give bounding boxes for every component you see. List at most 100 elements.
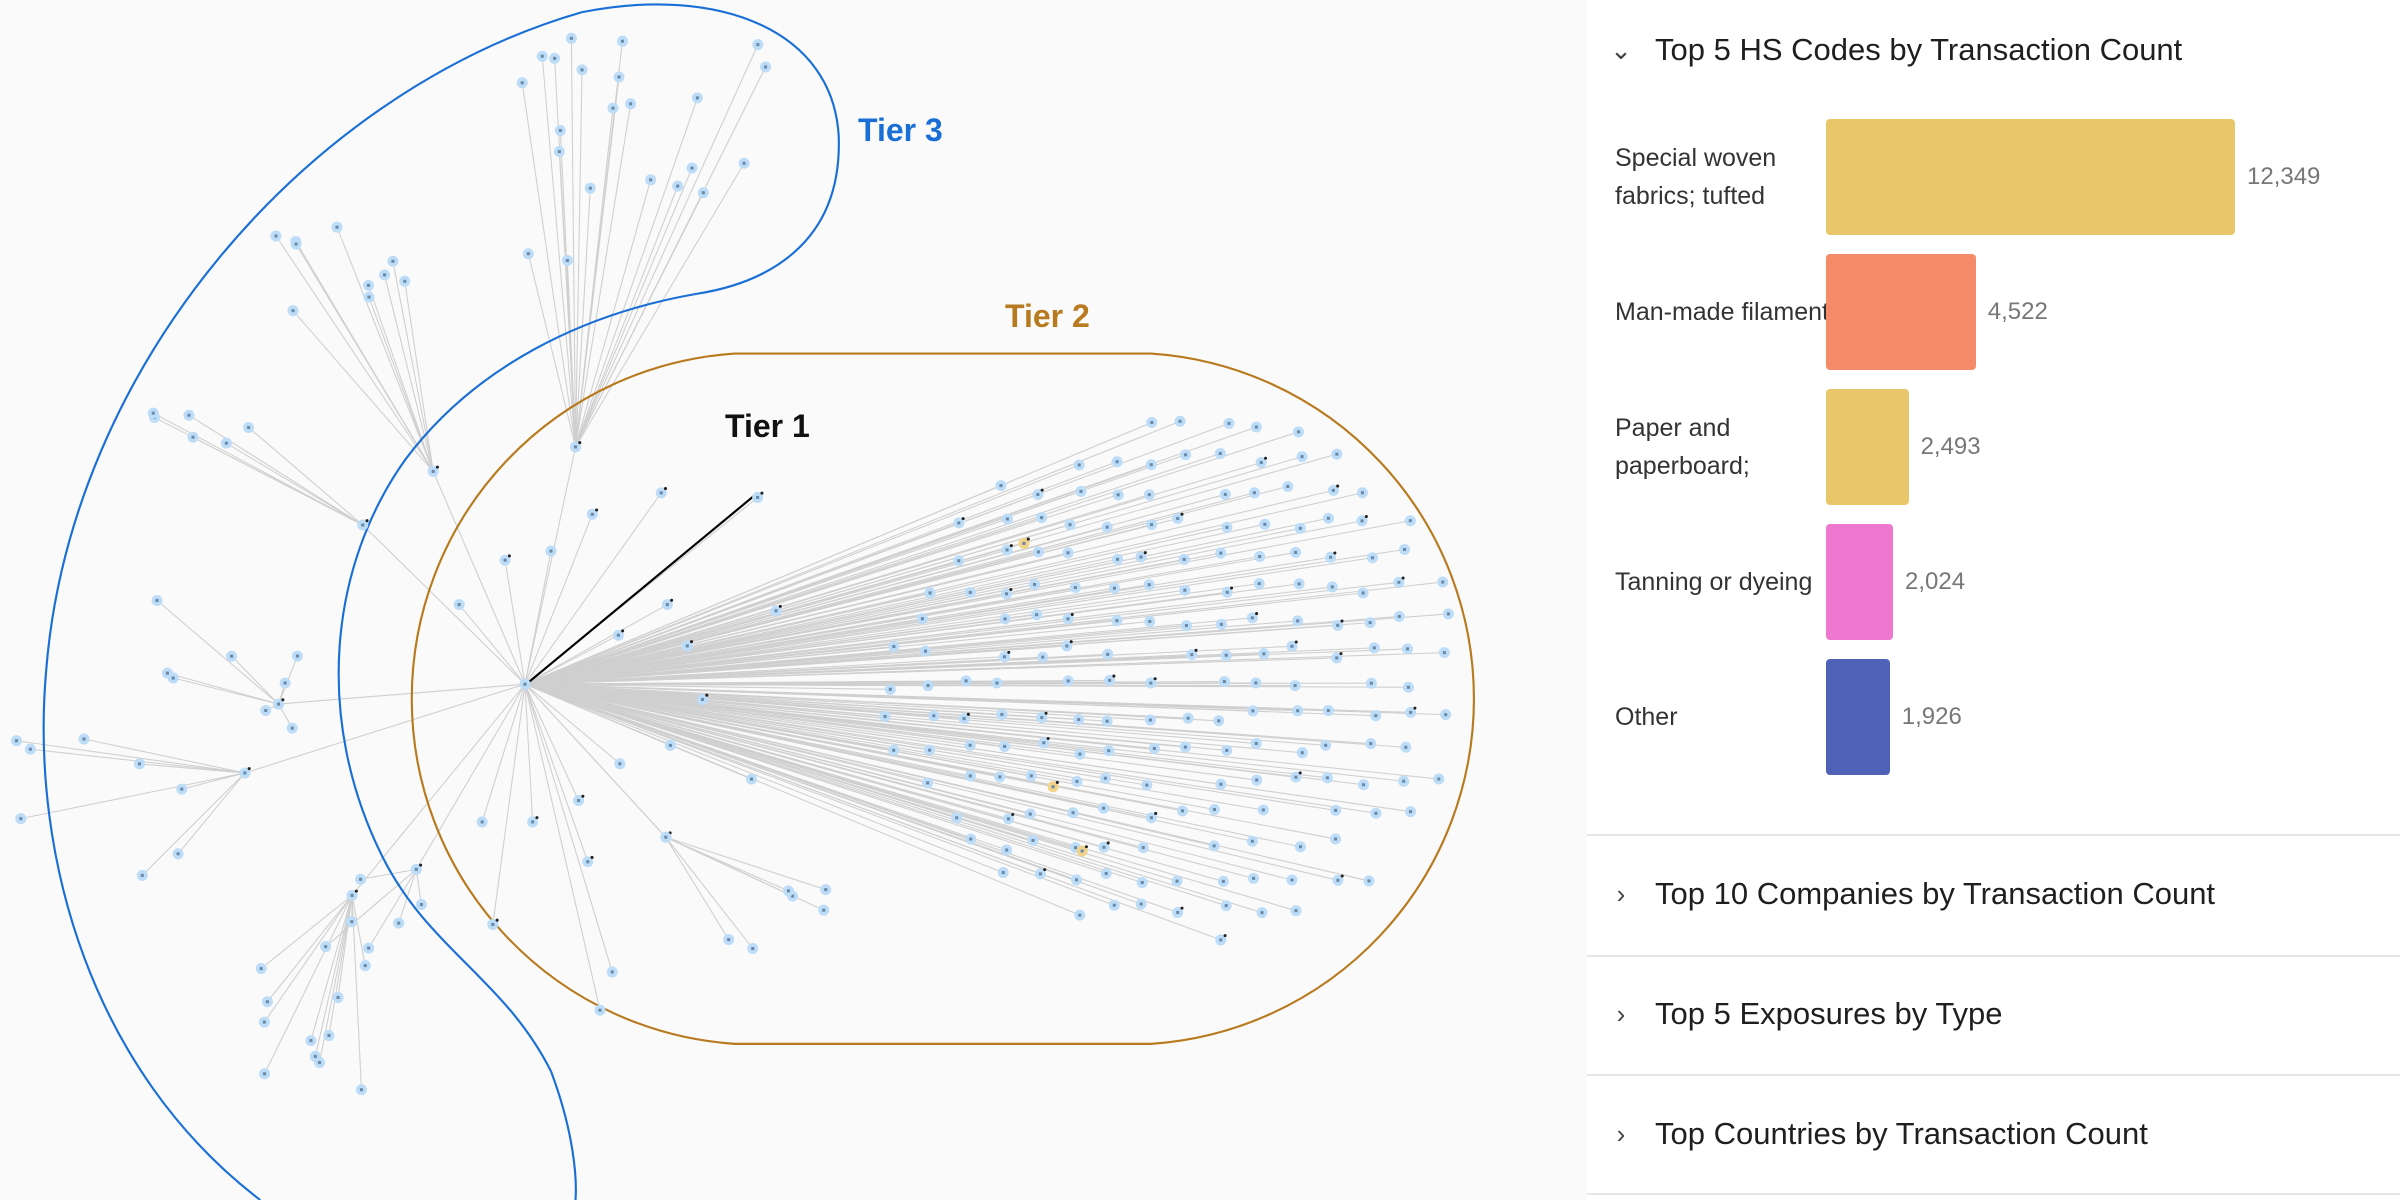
company-node[interactable] <box>476 816 488 828</box>
company-node[interactable] <box>1145 677 1157 689</box>
company-node[interactable] <box>167 672 179 684</box>
company-node[interactable] <box>616 35 628 47</box>
company-node[interactable] <box>1223 417 1235 429</box>
company-node[interactable] <box>994 771 1006 783</box>
company-node[interactable] <box>1135 898 1147 910</box>
company-node[interactable] <box>1290 771 1302 783</box>
company-node[interactable] <box>1433 773 1445 785</box>
company-node[interactable] <box>922 777 934 789</box>
company-node[interactable] <box>10 735 22 747</box>
bar[interactable] <box>1826 524 1894 640</box>
company-node[interactable] <box>1293 578 1305 590</box>
company-node[interactable] <box>1437 576 1449 588</box>
company-node[interactable] <box>1393 576 1405 588</box>
company-node[interactable] <box>1111 456 1123 468</box>
company-node[interactable] <box>1176 805 1188 817</box>
company-node[interactable] <box>584 182 596 194</box>
company-node[interactable] <box>1250 737 1262 749</box>
company-node[interactable] <box>614 758 626 770</box>
company-node[interactable] <box>1356 515 1368 527</box>
company-node[interactable] <box>1321 772 1333 784</box>
company-node[interactable] <box>309 1050 321 1062</box>
company-node[interactable] <box>1258 648 1270 660</box>
company-node[interactable] <box>1018 537 1030 549</box>
company-node[interactable] <box>1074 748 1086 760</box>
company-node[interactable] <box>752 491 764 503</box>
company-node[interactable] <box>1405 706 1417 718</box>
company-node[interactable] <box>1180 449 1192 461</box>
company-node[interactable] <box>261 996 273 1008</box>
company-node[interactable] <box>1366 552 1379 564</box>
company-node[interactable] <box>1217 875 1229 887</box>
company-node[interactable] <box>359 960 371 972</box>
company-node[interactable] <box>1365 677 1377 689</box>
company-node[interactable] <box>1250 677 1262 689</box>
company-node[interactable] <box>607 102 619 114</box>
bar[interactable] <box>1826 254 1976 370</box>
company-node[interactable] <box>1247 705 1259 717</box>
company-node[interactable] <box>1102 648 1114 660</box>
company-node[interactable] <box>1208 840 1220 852</box>
company-node[interactable] <box>922 680 934 692</box>
company-node[interactable] <box>1143 489 1155 501</box>
company-node[interactable] <box>1143 579 1155 591</box>
company-node[interactable] <box>1179 584 1191 596</box>
company-node[interactable] <box>1108 899 1120 911</box>
company-node[interactable] <box>1251 774 1263 786</box>
company-node[interactable] <box>1032 546 1044 558</box>
company-node[interactable] <box>818 904 830 916</box>
company-node[interactable] <box>1029 579 1041 591</box>
company-node[interactable] <box>1332 619 1344 631</box>
company-node[interactable] <box>770 604 782 617</box>
company-node[interactable] <box>1254 550 1266 563</box>
company-node[interactable] <box>1393 610 1405 622</box>
company-node[interactable] <box>1326 581 1338 593</box>
company-node[interactable] <box>1400 741 1412 753</box>
company-node[interactable] <box>545 545 557 557</box>
company-node[interactable] <box>1399 543 1411 556</box>
company-node[interactable] <box>1208 803 1220 815</box>
company-node[interactable] <box>1370 807 1382 819</box>
company-node[interactable] <box>1064 519 1076 531</box>
company-node[interactable] <box>1401 643 1413 655</box>
company-node[interactable] <box>924 744 936 756</box>
company-node[interactable] <box>1294 522 1306 534</box>
company-node[interactable] <box>879 710 891 722</box>
company-node[interactable] <box>1075 485 1087 497</box>
company-node[interactable] <box>1221 521 1233 533</box>
company-node[interactable] <box>723 934 735 946</box>
company-node[interactable] <box>664 739 676 751</box>
company-node[interactable] <box>1221 744 1233 756</box>
company-node[interactable] <box>1100 867 1112 880</box>
company-node[interactable] <box>363 942 375 954</box>
company-node[interactable] <box>1172 512 1184 524</box>
company-node[interactable] <box>453 599 465 611</box>
company-node[interactable] <box>1174 415 1186 427</box>
company-node[interactable] <box>820 884 832 896</box>
company-node[interactable] <box>172 848 184 860</box>
company-node[interactable] <box>569 441 582 453</box>
company-node[interactable] <box>1112 489 1124 501</box>
company-node[interactable] <box>346 889 358 901</box>
company-node[interactable] <box>965 833 977 845</box>
company-node[interactable] <box>1062 613 1074 625</box>
company-node[interactable] <box>536 50 548 62</box>
company-node[interactable] <box>187 431 199 443</box>
company-node[interactable] <box>147 407 159 419</box>
company-node[interactable] <box>1290 905 1302 917</box>
company-node[interactable] <box>1002 812 1015 825</box>
company-node[interactable] <box>1255 456 1268 469</box>
company-node[interactable] <box>1101 715 1113 727</box>
company-node[interactable] <box>362 279 375 291</box>
company-node[interactable] <box>323 1030 335 1042</box>
company-node[interactable] <box>1047 780 1059 793</box>
company-node[interactable] <box>226 650 238 662</box>
company-node[interactable] <box>1220 900 1232 912</box>
company-node[interactable] <box>1172 906 1184 918</box>
company-node[interactable] <box>291 650 303 662</box>
company-node[interactable] <box>15 813 27 825</box>
company-node[interactable] <box>1024 808 1036 820</box>
company-node[interactable] <box>964 586 976 598</box>
company-node[interactable] <box>999 613 1011 625</box>
company-node[interactable] <box>1215 618 1227 630</box>
